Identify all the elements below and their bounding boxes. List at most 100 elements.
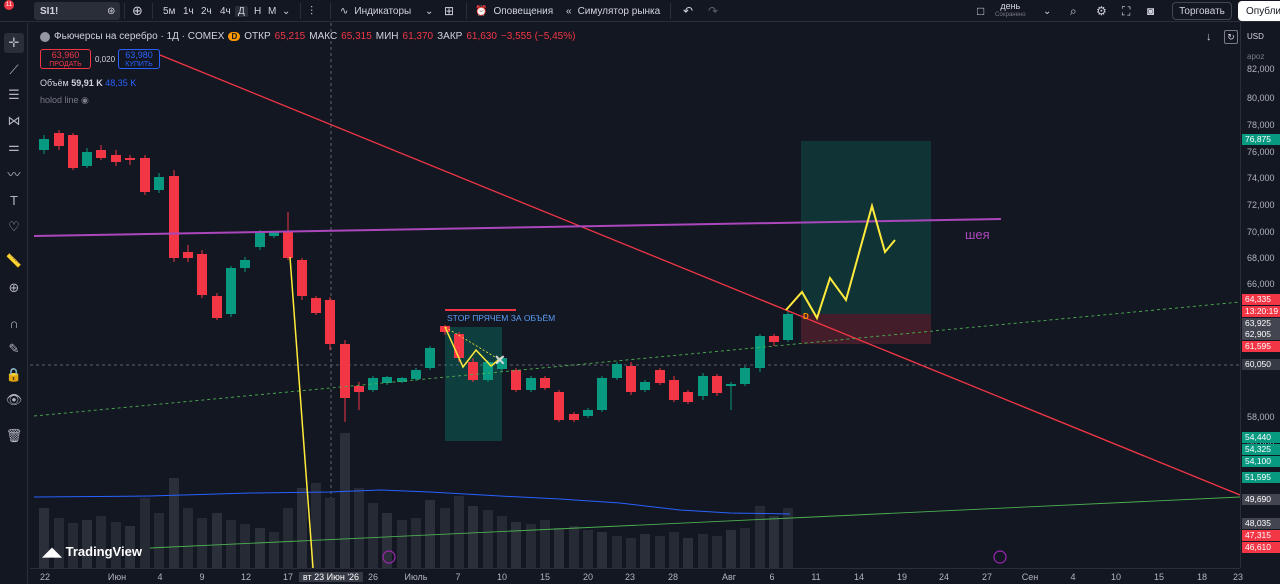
layout-dropdown-icon[interactable]: ⌄ <box>1043 5 1052 17</box>
text-tool-icon[interactable]: T <box>10 192 18 208</box>
symbol-info-icon[interactable]: ⊛ <box>107 5 116 17</box>
arrow-down-icon[interactable]: ↓ <box>1206 31 1212 43</box>
neckline[interactable] <box>33 218 1002 237</box>
quick-search-icon[interactable]: ⌕ <box>1070 3 1077 18</box>
candle-body[interactable] <box>154 177 164 190</box>
trade-button[interactable]: Торговать <box>1172 2 1232 20</box>
candle-body[interactable] <box>698 376 708 396</box>
interval-2h[interactable]: 2ч <box>198 0 215 22</box>
projection-icon[interactable]: ⚌ <box>8 139 20 154</box>
candle-body[interactable] <box>96 150 106 158</box>
candle-body[interactable] <box>783 314 793 340</box>
cross-marker-icon[interactable]: ✕ <box>494 352 506 368</box>
candle-body[interactable] <box>769 336 779 342</box>
neckline-label[interactable]: шея <box>965 227 990 242</box>
chart-canvas[interactable]: STOP ПРЯЧЕМ ЗА ОБЪЁМ шея ✕ D <box>30 23 1240 568</box>
yellow-path-stop[interactable] <box>444 326 503 369</box>
event-icon[interactable] <box>382 550 396 564</box>
zoom-in-icon[interactable]: ⊕ <box>8 280 20 295</box>
refresh-icon[interactable]: ↻ <box>1224 30 1238 44</box>
candle-body[interactable] <box>340 344 350 398</box>
candle-body[interactable] <box>554 392 564 420</box>
settings-gear-icon[interactable]: ⚙ <box>1096 4 1107 18</box>
pattern-icon[interactable]: ⋈ <box>7 113 21 128</box>
candle-body[interactable] <box>569 414 579 420</box>
candle-type-icon[interactable]: ⫶ <box>310 3 314 18</box>
buy-button[interactable]: 63,980 КУПИТЬ <box>118 49 160 69</box>
symbol-search[interactable]: SI1! <box>34 2 120 20</box>
interval-4h[interactable]: 4ч <box>217 0 234 22</box>
candle-body[interactable] <box>82 152 92 166</box>
heart-icon[interactable]: ♡ <box>8 219 20 234</box>
redo-icon[interactable]: ↷ <box>708 4 719 18</box>
undo-icon[interactable]: ↶ <box>683 4 694 18</box>
indicators-dropdown-icon[interactable]: ⌄ <box>425 5 434 17</box>
candle-body[interactable] <box>39 139 49 150</box>
candle-body[interactable] <box>497 358 507 369</box>
candle-body[interactable] <box>540 378 550 388</box>
interval-week[interactable]: Н <box>251 0 264 22</box>
candle-body[interactable] <box>169 176 179 258</box>
publish-button[interactable]: Опубли <box>1238 1 1280 21</box>
candle-body[interactable] <box>354 386 364 392</box>
price-axis[interactable]: USD apoz 82,000 80,000 78,000 76,000 74,000 7… <box>1240 23 1280 568</box>
crosshair-icon[interactable]: ✛ <box>4 33 24 53</box>
candle-body[interactable] <box>511 370 521 390</box>
candle-body[interactable] <box>111 155 121 162</box>
candle-body[interactable] <box>755 336 765 368</box>
replay-button[interactable]: « Симулятор рынка <box>566 0 660 22</box>
candle-body[interactable] <box>382 377 392 383</box>
dividend-marker[interactable]: D <box>803 312 809 321</box>
screenshot-camera-icon[interactable]: ◙ <box>1147 4 1155 18</box>
magnet-icon[interactable]: ∩ <box>9 315 19 331</box>
candle-body[interactable] <box>297 260 307 296</box>
candle-body[interactable] <box>311 298 321 313</box>
trash-icon[interactable]: 🗑 <box>5 428 23 443</box>
notification-badge[interactable]: 11 <box>4 0 14 10</box>
interval-month[interactable]: М <box>265 0 279 22</box>
candle-body[interactable] <box>68 135 78 168</box>
candle-body[interactable] <box>655 370 665 383</box>
layout-square-icon[interactable]: □ <box>977 4 985 18</box>
candle-body[interactable] <box>583 410 593 416</box>
candle-body[interactable] <box>197 254 207 295</box>
candle-body[interactable] <box>411 370 421 379</box>
candle-body[interactable] <box>125 158 135 160</box>
candle-body[interactable] <box>255 232 265 247</box>
candle-body[interactable] <box>269 232 279 236</box>
candle-body[interactable] <box>325 300 335 344</box>
event-icon[interactable] <box>993 550 1007 564</box>
candle-body[interactable] <box>368 378 378 390</box>
interval-5m[interactable]: 5м <box>160 0 178 22</box>
templates-grid-icon[interactable]: ⊞ <box>444 4 455 18</box>
interval-day[interactable]: Д <box>235 0 248 22</box>
interval-dropdown-icon[interactable]: ⌄ <box>282 5 291 17</box>
candle-body[interactable] <box>726 384 736 386</box>
yellow-drop-line[interactable] <box>289 256 314 568</box>
fullscreen-icon[interactable]: ⛶ <box>1122 3 1131 18</box>
sell-button[interactable]: 63,960 ПРОДАТЬ <box>40 49 91 69</box>
fib-lines-icon[interactable]: ☰ <box>8 87 20 102</box>
alerts-button[interactable]: ⏰ Оповещения <box>475 0 553 22</box>
eye-visibility-icon[interactable]: ◉ <box>81 95 89 105</box>
ruler-icon[interactable]: 📏 <box>5 253 23 268</box>
yellow-projection-path[interactable] <box>785 202 896 321</box>
candle-body[interactable] <box>425 348 435 368</box>
long-position-loss-zone[interactable] <box>801 314 931 344</box>
candle-body[interactable] <box>526 378 536 390</box>
lock-icon[interactable]: 🔒 <box>5 367 23 382</box>
candle-body[interactable] <box>626 366 636 392</box>
indicator-legend[interactable]: holod line ◉ <box>40 95 89 106</box>
trend-line-icon[interactable]: ⟋ <box>9 62 19 77</box>
eye-icon[interactable]: 👁 <box>5 392 23 407</box>
candle-body[interactable] <box>397 378 407 382</box>
candle-body[interactable] <box>183 252 193 258</box>
candle-body[interactable] <box>640 382 650 390</box>
candle-body[interactable] <box>740 368 750 384</box>
time-axis[interactable]: 22 Июн 4 9 12 17 вт 23 Июн '26 26 Июль 7 10 15 20 23 2… <box>30 568 1243 584</box>
support-line[interactable] <box>149 496 1240 549</box>
candle-body[interactable] <box>597 378 607 410</box>
layout-name[interactable]: день Сохранено <box>995 2 1026 20</box>
candle-body[interactable] <box>212 296 222 318</box>
lock-pencil-icon[interactable]: ✎ <box>8 341 20 356</box>
